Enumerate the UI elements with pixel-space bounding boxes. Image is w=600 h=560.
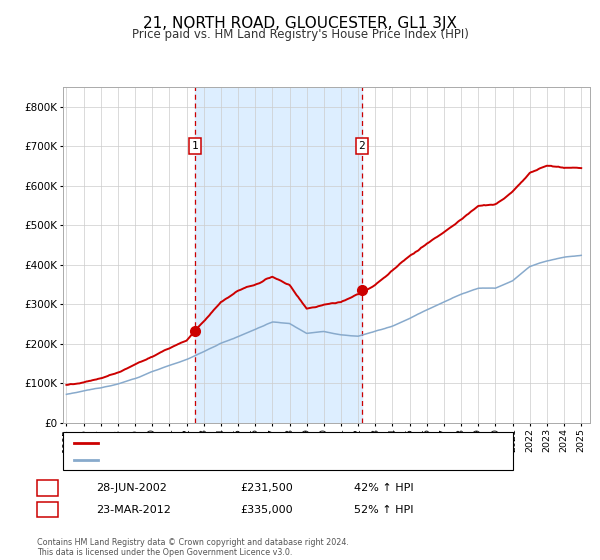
Text: £231,500: £231,500 bbox=[240, 483, 293, 493]
Text: 28-JUN-2002: 28-JUN-2002 bbox=[96, 483, 167, 493]
Text: 2: 2 bbox=[359, 141, 365, 151]
Text: 52% ↑ HPI: 52% ↑ HPI bbox=[354, 505, 413, 515]
Text: £335,000: £335,000 bbox=[240, 505, 293, 515]
Text: 1: 1 bbox=[44, 483, 51, 493]
Text: 1: 1 bbox=[191, 141, 199, 151]
Text: Contains HM Land Registry data © Crown copyright and database right 2024.
This d: Contains HM Land Registry data © Crown c… bbox=[37, 538, 349, 557]
Text: 23-MAR-2012: 23-MAR-2012 bbox=[96, 505, 171, 515]
Text: 21, NORTH ROAD, GLOUCESTER, GL1 3JX (detached house): 21, NORTH ROAD, GLOUCESTER, GL1 3JX (det… bbox=[101, 438, 396, 448]
Text: HPI: Average price, detached house, Gloucester: HPI: Average price, detached house, Glou… bbox=[101, 455, 340, 465]
Text: 21, NORTH ROAD, GLOUCESTER, GL1 3JX: 21, NORTH ROAD, GLOUCESTER, GL1 3JX bbox=[143, 16, 457, 31]
Text: 42% ↑ HPI: 42% ↑ HPI bbox=[354, 483, 413, 493]
Bar bbox=[195, 87, 362, 423]
Text: 2: 2 bbox=[44, 505, 51, 515]
Text: Price paid vs. HM Land Registry's House Price Index (HPI): Price paid vs. HM Land Registry's House … bbox=[131, 28, 469, 41]
